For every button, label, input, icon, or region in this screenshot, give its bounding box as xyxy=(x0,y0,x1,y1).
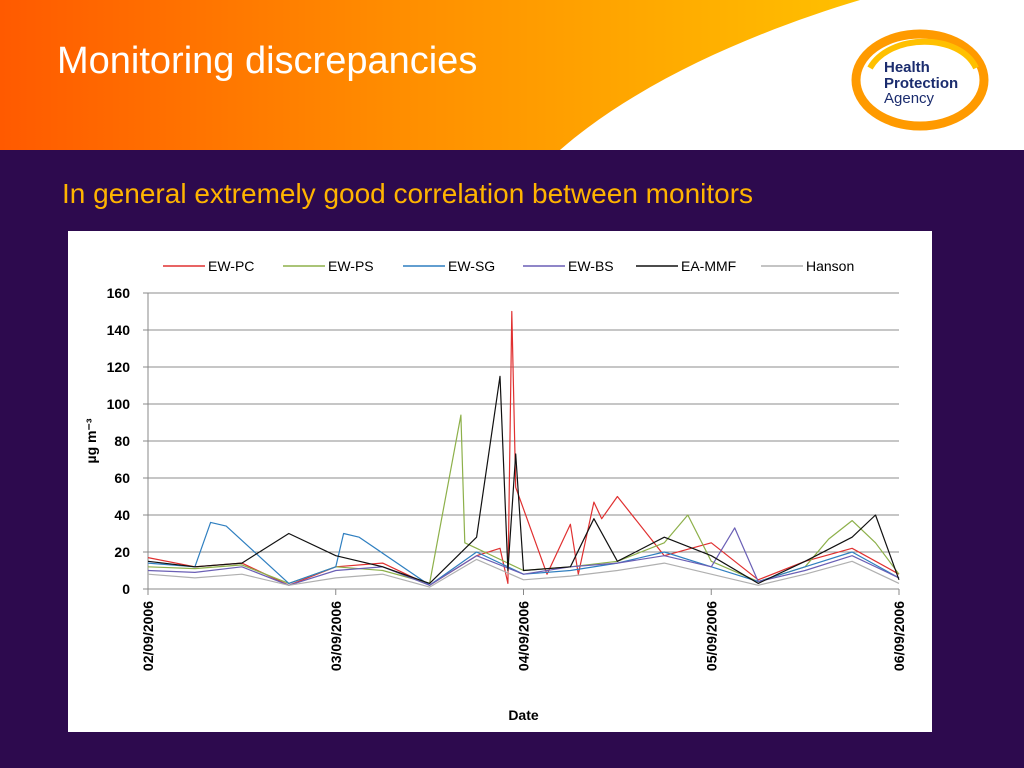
legend-label: EW-SG xyxy=(448,258,495,274)
x-tick-label: 02/09/2006 xyxy=(140,601,156,671)
slide-header: Monitoring discrepancies Health Protecti… xyxy=(0,0,1024,150)
y-tick-label: 20 xyxy=(114,544,130,560)
logo-line-1: Health xyxy=(884,59,930,76)
series-line-ew-pc xyxy=(147,310,900,586)
y-tick-label: 100 xyxy=(107,396,131,412)
x-tick-label: 06/09/2006 xyxy=(891,601,907,671)
y-tick-label: 160 xyxy=(107,285,131,301)
y-tick-label: 60 xyxy=(114,470,130,486)
series-line-ew-sg xyxy=(147,521,900,586)
series-line-ea-mmf xyxy=(147,375,900,584)
legend-label: EW-PC xyxy=(208,258,254,274)
chart-grid xyxy=(148,292,899,590)
series-line-ew-bs xyxy=(147,527,900,586)
x-tick-label: 04/09/2006 xyxy=(516,601,532,671)
y-tick-label: 40 xyxy=(114,507,130,523)
slide-subtitle: In general extremely good correlation be… xyxy=(62,178,754,209)
chart-legend: EW-PC EW-PS EW-SG EW-BS EA-MMF Hanson xyxy=(163,258,854,274)
line-chart: EW-PC EW-PS EW-SG EW-BS EA-MMF Hanson 0 20 40 60… xyxy=(83,258,907,723)
legend-label: EW-PS xyxy=(328,258,374,274)
series-line-hanson xyxy=(147,558,900,588)
logo-line-3: Agency xyxy=(884,90,935,107)
health-protection-agency-logo: Health Protection Agency xyxy=(851,29,989,131)
chart-panel: EW-PC EW-PS EW-SG EW-BS EA-MMF Hanson 0 20 40 60… xyxy=(68,231,932,732)
page-title: Monitoring discrepancies xyxy=(57,40,478,82)
y-tick-label: 120 xyxy=(107,359,131,375)
y-tick-label: 80 xyxy=(114,433,130,449)
y-tick-label: 140 xyxy=(107,322,131,338)
y-tick-label: 0 xyxy=(122,581,130,597)
legend-label: EW-BS xyxy=(568,258,614,274)
y-axis-title: µg m⁻³ xyxy=(83,418,99,463)
logo-line-2: Protection xyxy=(884,75,958,92)
x-tick-label: 05/09/2006 xyxy=(703,601,719,671)
x-axis: 02/09/2006 03/09/2006 04/09/2006 05/09/2006… xyxy=(140,588,907,671)
chart-series xyxy=(147,310,900,588)
x-tick-label: 03/09/2006 xyxy=(328,601,344,671)
legend-label: EA-MMF xyxy=(681,258,736,274)
x-axis-title: Date xyxy=(508,707,539,723)
y-axis: 0 20 40 60 80 100 120 140 160 xyxy=(107,285,149,597)
legend-label: Hanson xyxy=(806,258,854,274)
